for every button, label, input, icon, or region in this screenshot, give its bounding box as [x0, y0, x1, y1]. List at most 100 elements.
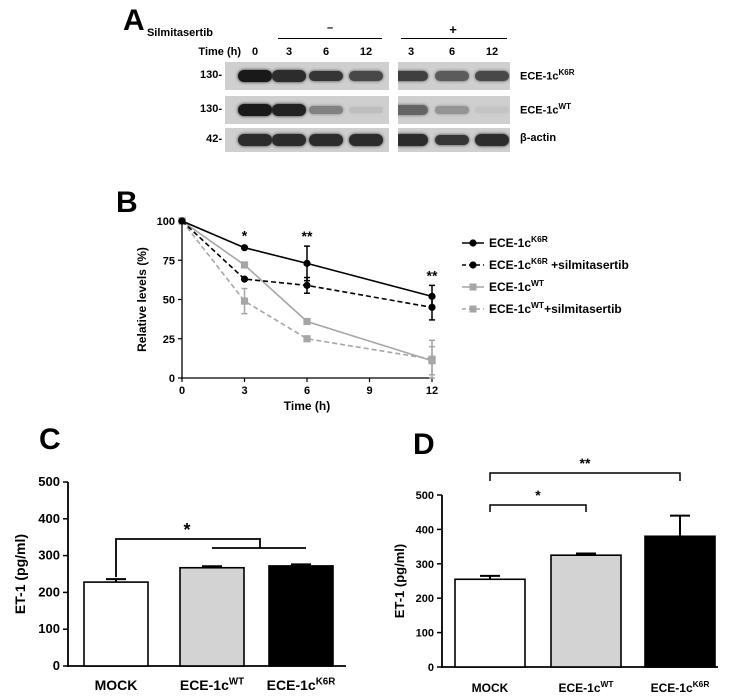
blot-mw-marker: 130- [199, 69, 222, 81]
blot-band [238, 70, 272, 82]
significance-mark: * [242, 228, 248, 244]
plus-bracket [401, 38, 507, 39]
significance-mark: ** [427, 267, 438, 283]
x-axis-title: Time (h) [284, 399, 330, 413]
blot-band [349, 106, 383, 114]
blot-band [475, 106, 509, 114]
data-point [240, 244, 249, 252]
y-tick-label: 200 [416, 593, 434, 605]
blot-band [309, 105, 343, 115]
blot-band [272, 104, 306, 116]
y-tick-label: 25 [163, 334, 175, 346]
blot-band [309, 134, 343, 146]
legend-marker [469, 305, 477, 313]
y-tick-label: 75 [163, 255, 175, 267]
y-tick-label: 0 [169, 373, 175, 385]
blot-strip [398, 62, 510, 90]
y-tick-label: 50 [163, 295, 175, 307]
series-line [181, 220, 433, 362]
legend-label: ECE-1cWT [489, 278, 545, 294]
bar [644, 535, 716, 668]
blot-protein-label: β-actin [520, 132, 557, 144]
y-axis-title: Relative levels (%) [135, 247, 149, 352]
legend-marker [469, 283, 477, 291]
blot-strip [225, 96, 389, 124]
blot-mw-marker: 42- [206, 133, 222, 145]
category-label: ECE-1cK6R [651, 679, 710, 695]
blot-band [475, 70, 509, 82]
significance-mark: ** [302, 228, 313, 244]
treatment-label: Silmitasertib [146, 27, 213, 39]
y-tick-label: 300 [38, 548, 60, 563]
data-point [303, 259, 311, 267]
significance-bracket [115, 538, 261, 578]
data-point [240, 297, 249, 305]
bar [268, 565, 334, 667]
blot-mw-marker: 130- [199, 103, 222, 115]
blot-band [238, 104, 272, 116]
y-tick-label: 0 [428, 662, 434, 674]
series-line [181, 220, 433, 298]
y-tick-label: 500 [416, 490, 434, 502]
y-tick-label: 400 [416, 524, 434, 536]
blot-band [398, 134, 428, 146]
blot-band [349, 134, 383, 146]
bar [454, 578, 526, 668]
panel-letter-d: D [413, 428, 435, 461]
time-12: 12 [359, 46, 373, 58]
y-tick-label: 100 [416, 628, 434, 640]
data-point [428, 355, 436, 363]
y-tick-label: 100 [157, 216, 175, 228]
category-label: MOCK [472, 681, 509, 695]
bar [179, 566, 245, 667]
time-3: 3 [285, 46, 293, 58]
series-line [181, 220, 433, 360]
category-label: ECE-1cWT [558, 679, 614, 695]
time-12-plus: 12 [485, 46, 499, 58]
category-label: MOCK [95, 677, 138, 693]
bar [83, 581, 149, 667]
y-tick-label: 200 [38, 584, 60, 599]
blot-protein-label: ECE-1cWT [520, 102, 571, 117]
blot-band [435, 71, 469, 81]
category-label: ECE-1cWT [180, 676, 244, 693]
time-6-plus: 6 [448, 46, 456, 58]
blot-band [398, 70, 428, 82]
legend-label: ECE-1cWT+silmitasertib [489, 300, 622, 316]
blot-band [475, 134, 509, 146]
x-tick-label: 6 [304, 385, 310, 397]
x-tick-label: 12 [426, 385, 438, 397]
time-0: 0 [251, 46, 259, 58]
series-line [181, 220, 433, 309]
significance-bracket [489, 504, 587, 512]
panel-letter-b: B [116, 186, 138, 219]
y-axis-title: ET-1 (pg/ml) [392, 544, 407, 618]
data-point [178, 217, 186, 225]
blot-band [435, 134, 469, 146]
y-tick-label: 100 [38, 621, 60, 636]
significance-mark: * [183, 520, 190, 540]
data-point [428, 292, 436, 300]
blot-strip [225, 62, 389, 90]
data-point [303, 335, 311, 343]
x-tick-label: 0 [179, 385, 185, 397]
plus-label: + [449, 22, 457, 37]
blot-band [309, 70, 343, 82]
data-point [240, 275, 249, 283]
time-label: Time (h) [198, 46, 241, 58]
legend-label: ECE-1cK6R +silmitasertib [489, 256, 629, 272]
blot-protein-label: ECE-1cK6R [520, 68, 575, 83]
blot-strip [398, 128, 510, 152]
time-6: 6 [322, 46, 330, 58]
legend-marker [469, 261, 477, 269]
significance-mark: ** [580, 455, 591, 471]
data-point [303, 281, 311, 289]
x-tick-label: 3 [241, 385, 247, 397]
blot-band [238, 134, 272, 146]
y-tick-label: 500 [38, 474, 60, 489]
legend-label: ECE-1cK6R [489, 234, 548, 250]
bar [550, 554, 622, 668]
